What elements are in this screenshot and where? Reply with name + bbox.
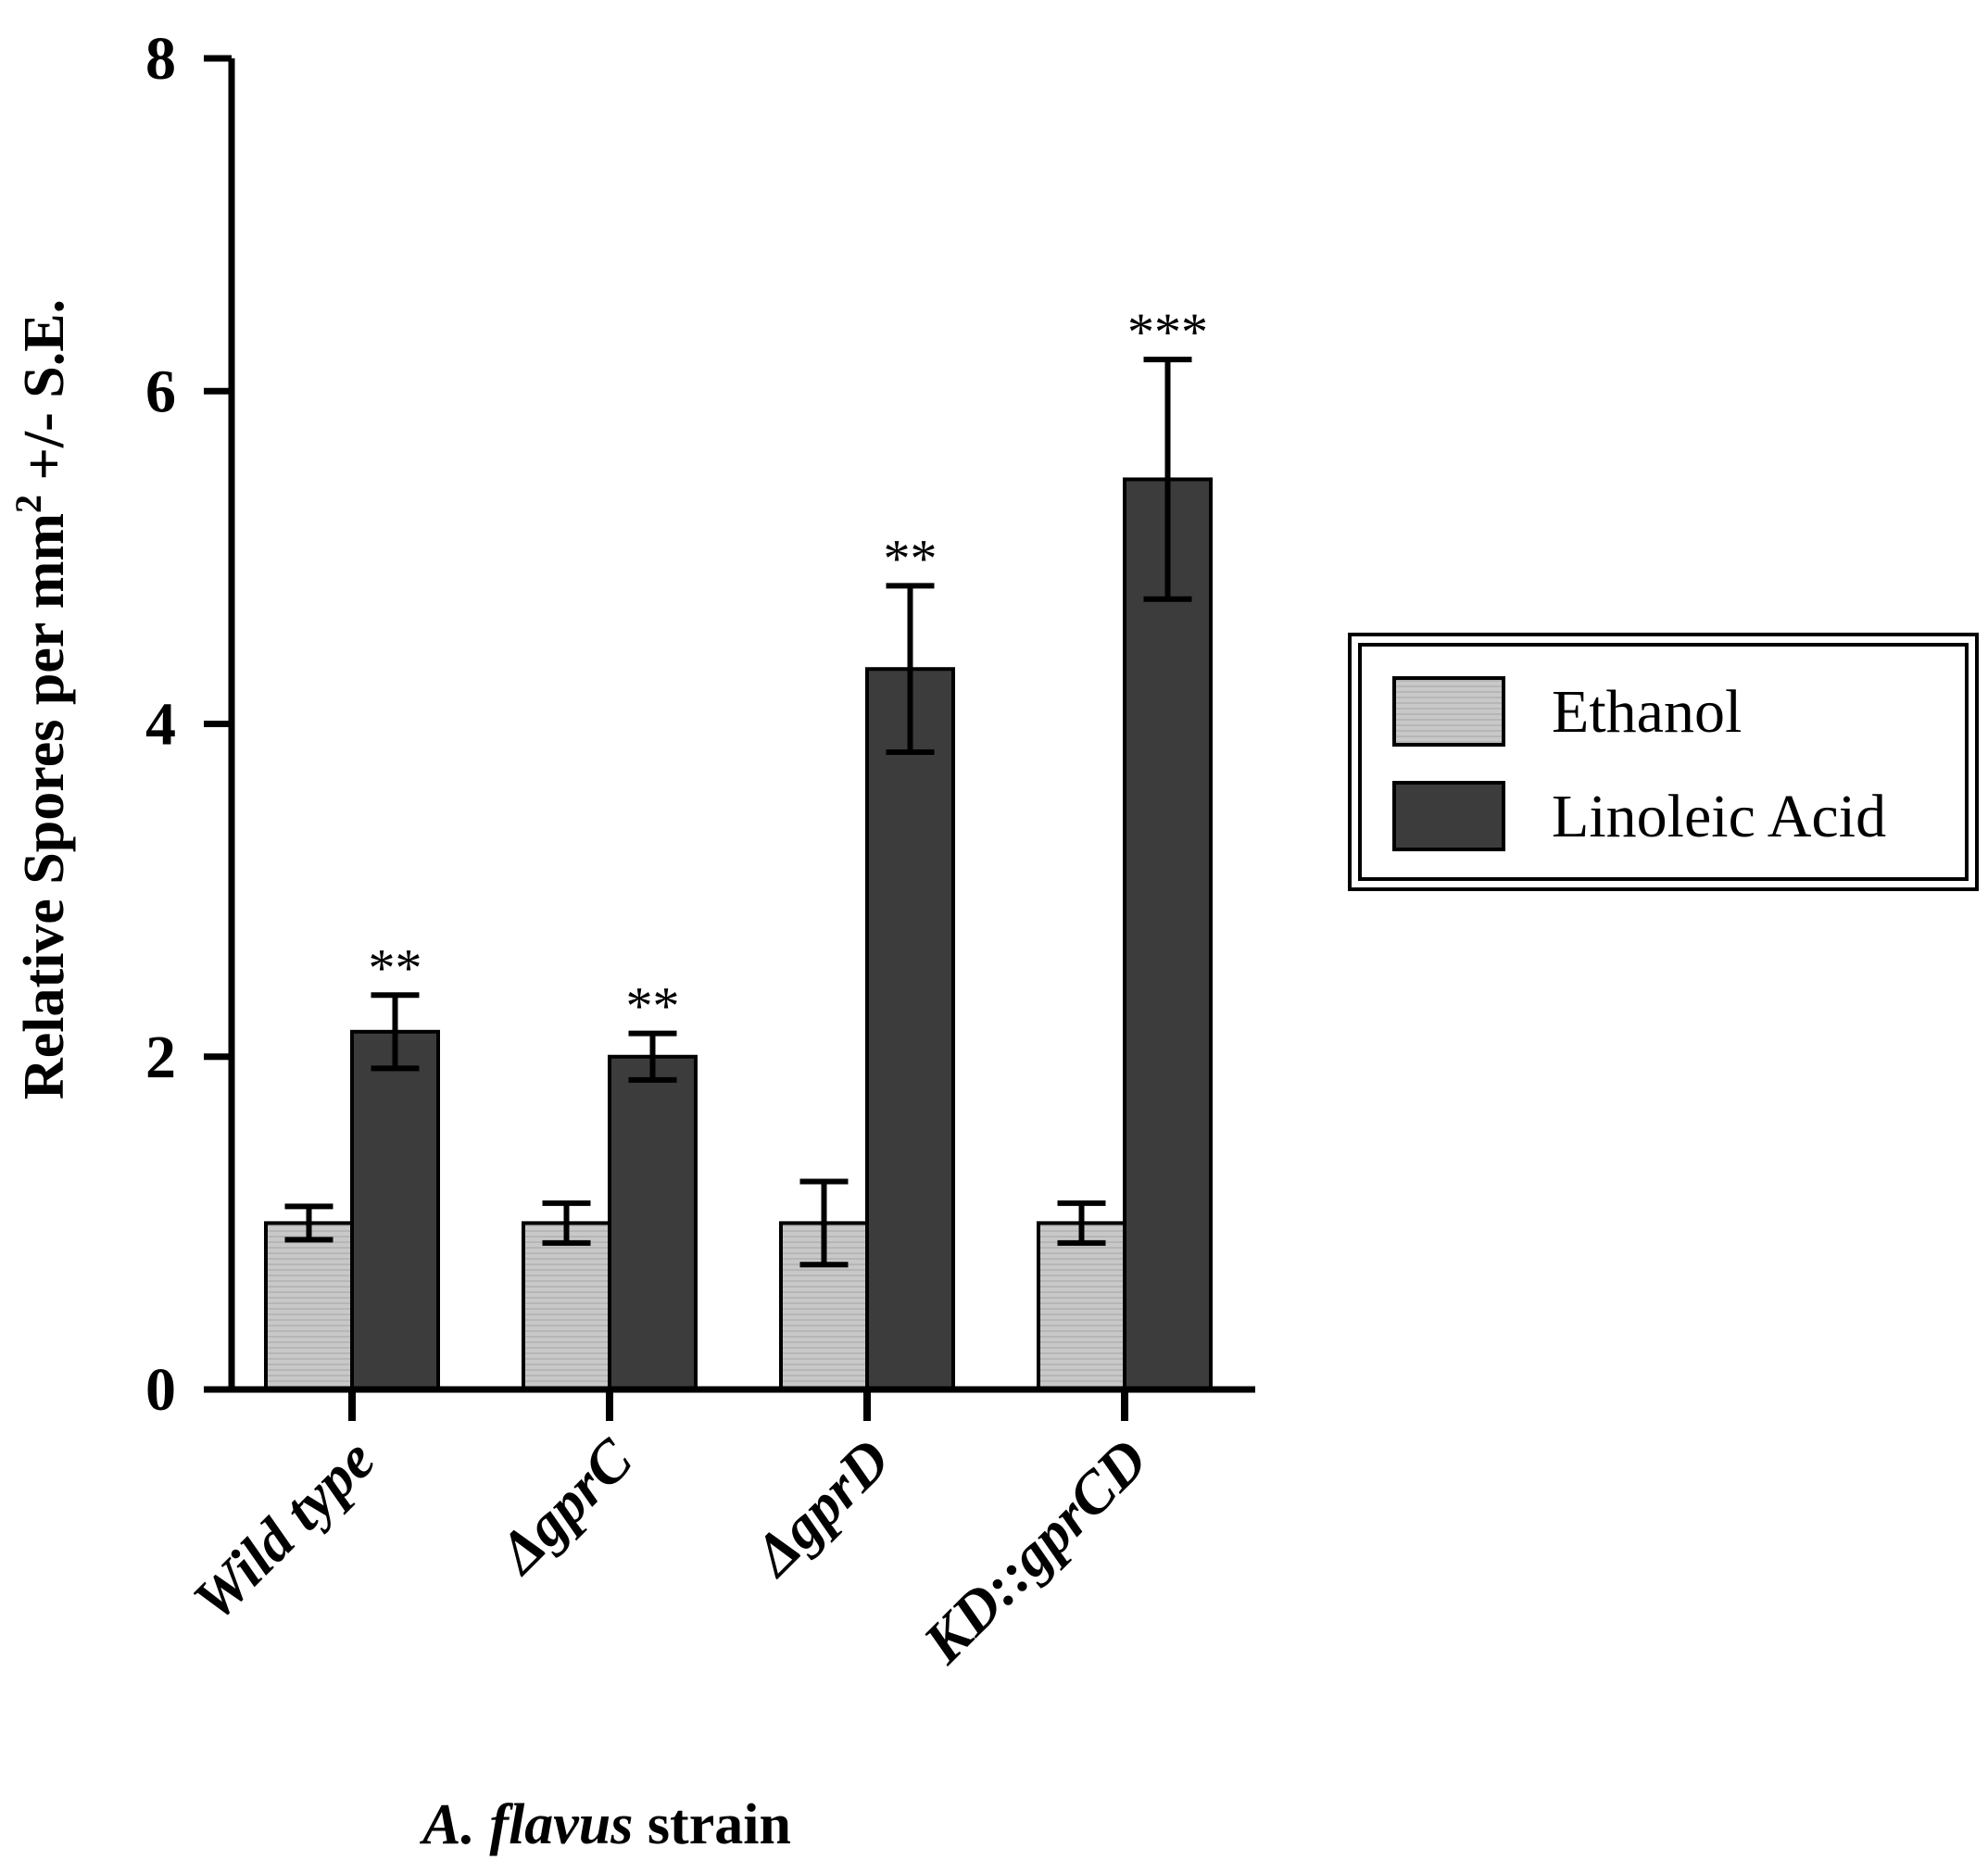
- y-axis-label-suffix: +/- S.E.: [13, 299, 76, 495]
- x-axis-label: A. flavus strain: [419, 1793, 791, 1856]
- plot-area: *********: [264, 302, 1213, 1392]
- x-tick-label-4: KD::gprCD: [910, 1427, 1160, 1677]
- y-axis-label-superscript: 2: [7, 495, 49, 513]
- bar-linoleic-acid-1: [350, 1029, 440, 1392]
- bar-linoleic-acid-3: [865, 667, 955, 1391]
- bar-ethanol-4: [1037, 1221, 1126, 1391]
- significance-label-1: **: [369, 937, 422, 998]
- bar-linoleic-acid-4: [1123, 477, 1213, 1391]
- legend: Ethanol Linoleic Acid: [1348, 633, 1979, 891]
- significance-label-3: **: [884, 528, 937, 588]
- bar-ethanol-2: [522, 1221, 611, 1391]
- bar-ethanol-1: [264, 1221, 354, 1391]
- legend-swatch-ethanol: [1392, 676, 1505, 747]
- error-bar-ethanol-3: [799, 1178, 849, 1268]
- x-tick-label-1: Wild type: [181, 1427, 387, 1633]
- error-bar-ethanol-4: [1057, 1200, 1106, 1246]
- y-axis-label: Relative Spores per mm2 +/- S.E.: [7, 299, 76, 1100]
- significance-label-4: ***: [1127, 302, 1208, 362]
- x-axis-label-text: strain: [633, 1793, 791, 1856]
- significance-label-2: **: [626, 976, 680, 1037]
- error-bar-linoleic-acid-1: [371, 992, 420, 1072]
- error-bar-linoleic-acid-3: [886, 583, 935, 756]
- y-axis-label-main: Relative Spores per mm: [13, 513, 76, 1100]
- legend-swatch-linoleic-acid: [1392, 781, 1505, 851]
- y-tick-label-8: 8: [145, 25, 176, 93]
- legend-label-linoleic-acid: Linoleic Acid: [1552, 783, 1886, 850]
- error-bar-linoleic-acid-2: [628, 1030, 677, 1083]
- error-bar-linoleic-acid-4: [1143, 357, 1192, 602]
- legend-label-ethanol: Ethanol: [1552, 678, 1742, 746]
- x-axis: Wild type ΔgprC ΔgprD KD::gprCD: [181, 1386, 1255, 1677]
- legend-box-inner: [1358, 643, 1969, 881]
- y-tick-label-6: 6: [145, 358, 176, 425]
- error-bar-ethanol-1: [284, 1203, 333, 1243]
- bar-linoleic-acid-2: [608, 1054, 698, 1391]
- x-tick-label-2: ΔgprC: [484, 1426, 646, 1588]
- x-tick-label-3: ΔgprD: [739, 1427, 902, 1590]
- y-tick-label-0: 0: [145, 1356, 176, 1424]
- y-tick-label-2: 2: [145, 1024, 176, 1091]
- x-axis-label-species: A. flavus: [419, 1793, 633, 1856]
- y-axis: 0 2 4 6 8: [145, 25, 235, 1424]
- error-bar-ethanol-2: [542, 1200, 591, 1246]
- y-tick-label-4: 4: [145, 691, 176, 759]
